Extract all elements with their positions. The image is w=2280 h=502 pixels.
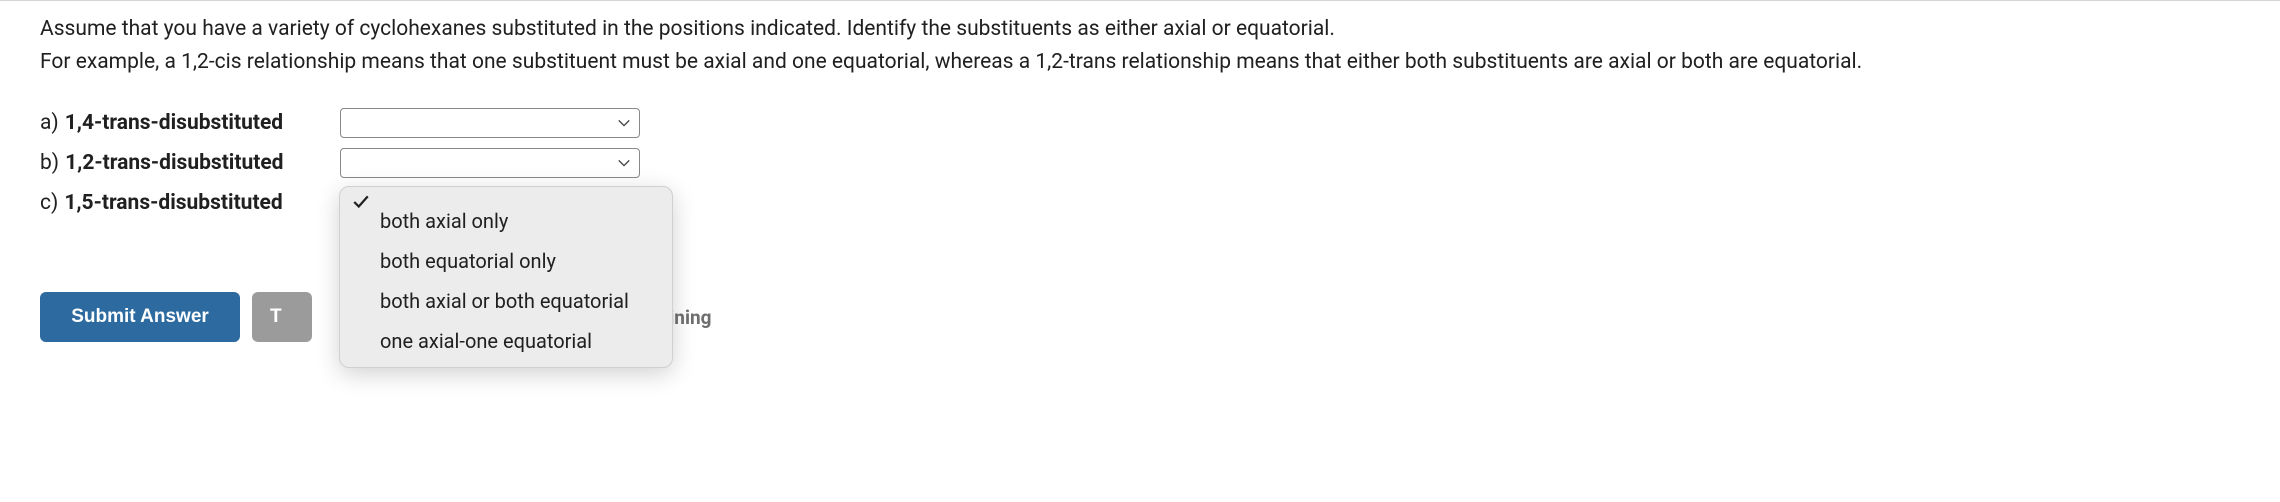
chevron-down-icon xyxy=(617,156,631,170)
dropdown-option-2[interactable]: both equatorial only xyxy=(340,241,672,281)
select-b[interactable] xyxy=(340,148,640,178)
dropdown-option-blank[interactable] xyxy=(340,193,672,201)
item-row-c: c) 1,5-trans-disubstituted both axial on… xyxy=(40,186,2240,220)
answer-area: a) 1,4-trans-disubstituted b) 1,2-trans-… xyxy=(40,106,2240,342)
select-a[interactable] xyxy=(340,108,640,138)
submit-answer-button[interactable]: Submit Answer xyxy=(40,292,240,342)
item-row-a: a) 1,4-trans-disubstituted xyxy=(40,106,2240,140)
item-letter-c: c) xyxy=(40,191,58,215)
item-letter-b: b) xyxy=(40,151,59,175)
item-row-b: b) 1,2-trans-disubstituted xyxy=(40,146,2240,180)
dropdown-option-label: both equatorial only xyxy=(380,249,556,273)
question-container: Assume that you have a variety of cycloh… xyxy=(0,1,2280,362)
item-letter-a: a) xyxy=(40,111,59,135)
dropdown-option-label: one axial-one equatorial xyxy=(380,329,592,353)
question-line-2: For example, a 1,2-cis relationship mean… xyxy=(40,50,1862,74)
item-term-c: 1,5-trans-disubstituted xyxy=(64,191,282,215)
dropdown-option-label: both axial or both equatorial xyxy=(380,289,629,313)
submit-button-label: Submit Answer xyxy=(71,306,209,328)
question-line-1: Assume that you have a variety of cycloh… xyxy=(40,17,1335,41)
question-text: Assume that you have a variety of cycloh… xyxy=(40,13,2240,78)
item-label-c: c) 1,5-trans-disubstituted xyxy=(40,191,340,215)
item-label-a: a) 1,4-trans-disubstituted xyxy=(40,111,340,135)
secondary-button-label: T xyxy=(270,306,282,328)
item-term-a: 1,4-trans-disubstituted xyxy=(65,111,283,135)
secondary-button[interactable]: T xyxy=(252,292,312,342)
dropdown-option-label: both axial only xyxy=(380,209,508,233)
dropdown-option-3[interactable]: both axial or both equatorial xyxy=(340,281,672,321)
dropdown-option-1[interactable]: both axial only xyxy=(340,201,672,241)
dropdown-option-4[interactable]: one axial-one equatorial xyxy=(340,321,672,361)
select-c-dropdown-open: both axial only both equatorial only bot… xyxy=(339,186,673,368)
item-label-b: b) 1,2-trans-disubstituted xyxy=(40,151,340,175)
item-term-b: 1,2-trans-disubstituted xyxy=(65,151,283,175)
chevron-down-icon xyxy=(617,116,631,130)
